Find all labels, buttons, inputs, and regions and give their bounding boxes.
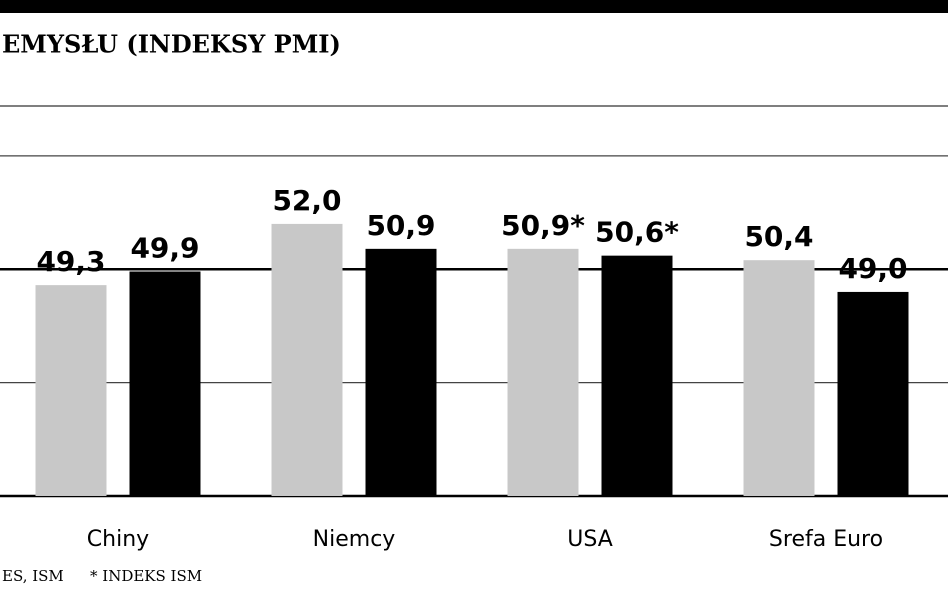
x-tick-label: Niemcy bbox=[313, 527, 396, 552]
bar bbox=[365, 248, 437, 496]
chart-title: EMYSŁU (INDEKSY PMI) bbox=[2, 30, 341, 59]
x-tick-label: Chiny bbox=[87, 527, 149, 552]
value-label: 50,9* bbox=[501, 209, 585, 242]
value-label: 49,0 bbox=[838, 252, 907, 285]
top-band bbox=[0, 0, 948, 13]
value-label: 50,9 bbox=[366, 209, 435, 242]
bar bbox=[601, 255, 673, 496]
bar bbox=[271, 223, 343, 496]
value-label: 50,4 bbox=[744, 220, 813, 253]
x-tick-label: USA bbox=[567, 527, 613, 552]
bar bbox=[35, 285, 107, 496]
value-label: 49,3 bbox=[36, 245, 105, 278]
value-label: 49,9 bbox=[130, 232, 199, 265]
x-tick-label: Srefa Euro bbox=[769, 527, 883, 552]
value-label: 52,0 bbox=[272, 184, 341, 217]
bar bbox=[837, 291, 909, 496]
bar bbox=[129, 271, 201, 496]
source: ES, ISM bbox=[2, 567, 64, 585]
bar bbox=[507, 248, 579, 496]
bar bbox=[743, 260, 815, 496]
footnote: * INDEKS ISM bbox=[90, 567, 202, 585]
value-label: 50,6* bbox=[595, 216, 679, 249]
